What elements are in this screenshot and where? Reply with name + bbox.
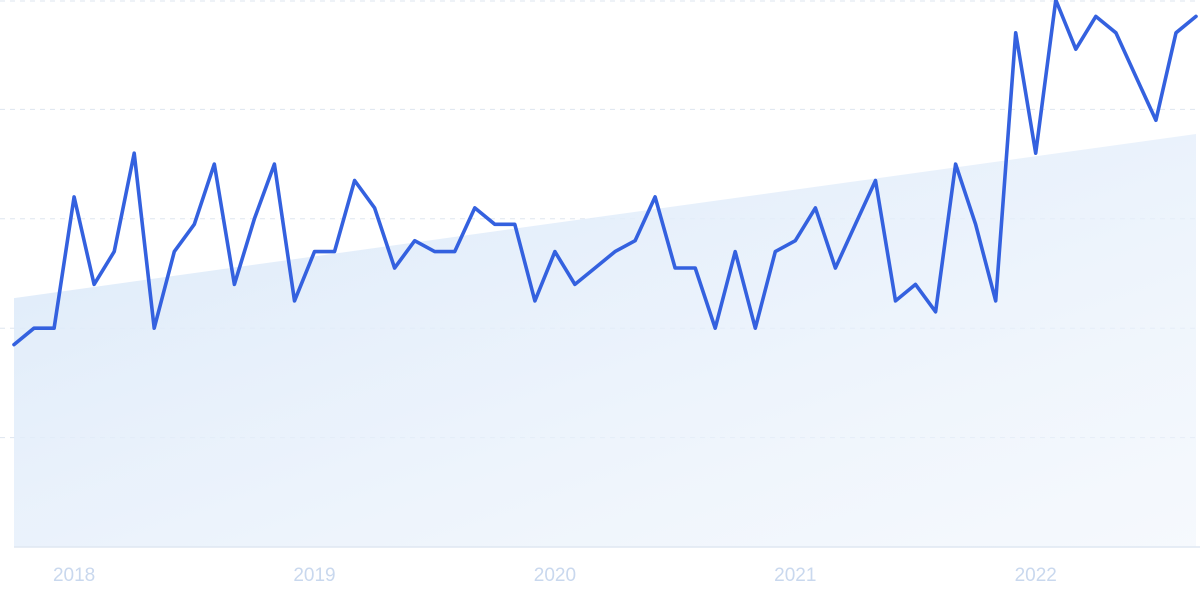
x-tick-label: 2022 (1015, 565, 1057, 586)
x-tick-label: 2019 (293, 565, 335, 586)
x-tick-label: 2021 (774, 565, 816, 586)
x-tick-label: 2018 (53, 565, 95, 586)
series-line (12, 0, 1198, 347)
x-axis-ticks: 2018 2019 2020 2021 2022 (53, 565, 1057, 586)
trend-area (14, 134, 1196, 547)
x-tick-label: 2020 (534, 565, 576, 586)
